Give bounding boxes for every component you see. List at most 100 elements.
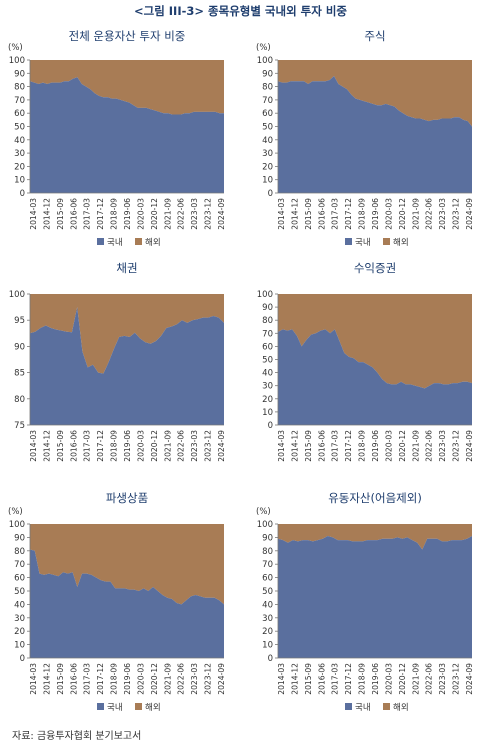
x-tick-label: 2018-09	[358, 198, 367, 230]
x-tick-label: 2023-12	[204, 430, 213, 462]
legend-label: 국내	[355, 238, 371, 248]
x-tick-label: 2015-09	[56, 198, 65, 230]
area-domestic	[30, 307, 224, 425]
x-tick-label: 2023-12	[452, 198, 461, 230]
y-tick-label: 40	[14, 136, 25, 146]
legend-label: 해외	[145, 702, 161, 713]
x-tick-label: 2024-09	[465, 430, 474, 462]
x-tick-label: 2023-12	[204, 663, 213, 695]
y-tick-label: 100	[9, 520, 25, 530]
chart-panel-6: 유동자산(어음제외) (%) 0 10 20 30 40 50 60 70 80 90 100 2014-…	[256, 491, 474, 713]
y-tick-label: 50	[262, 123, 273, 133]
chart-title: 전체 운용자산 투자 비중	[69, 29, 186, 43]
legend-swatch	[345, 703, 352, 710]
x-tick-label: 2020-12	[398, 198, 407, 230]
x-tick-label: 2020-12	[398, 430, 407, 462]
x-tick-label: 2022-06	[177, 430, 186, 462]
y-tick-label: 90	[262, 533, 273, 543]
legend-label: 해외	[145, 237, 161, 248]
x-tick-label: 2024-09	[217, 430, 226, 462]
chart-title: 채권	[116, 261, 137, 275]
x-tick-label: 2015-09	[304, 430, 313, 462]
y-tick-label: 10	[262, 641, 273, 651]
x-tick-label: 2017-12	[344, 663, 353, 695]
x-tick-label: 2022-06	[425, 430, 434, 462]
y-tick-label: 95	[14, 316, 25, 326]
y-tick-label: 60	[262, 574, 273, 584]
x-tick-label: 2023-03	[438, 663, 447, 695]
chart-panel-5: 파생상품 (%) 0 10 20 30 40 50 60 70 80 90 100 2014-03 2014…	[8, 491, 226, 713]
legend-swatch	[97, 238, 104, 245]
x-tick-label: 2015-09	[56, 663, 65, 695]
x-tick-label: 2020-12	[150, 198, 159, 230]
y-tick-label: 50	[14, 123, 25, 133]
legend-label: 해외	[393, 237, 409, 248]
x-tick-label: 2023-03	[438, 430, 447, 462]
x-tick-label: 2022-06	[425, 663, 434, 695]
y-tick-label: 80	[14, 83, 25, 93]
x-tick-label: 2020-03	[384, 430, 393, 462]
y-tick-label: 0	[268, 421, 273, 431]
x-tick-label: 2019-06	[371, 198, 380, 230]
x-tick-label: 2014-12	[42, 430, 51, 462]
x-tick-label: 2020-03	[384, 663, 393, 695]
y-tick-label: 30	[14, 149, 25, 159]
x-tick-label: 2017-12	[96, 198, 105, 230]
legend-swatch	[345, 238, 352, 245]
x-tick-label: 2020-03	[136, 430, 145, 462]
x-tick-label: 2023-12	[204, 198, 213, 230]
area-overseas	[30, 60, 224, 115]
x-tick-label: 2018-09	[110, 430, 119, 462]
x-tick-label: 2020-03	[384, 198, 393, 230]
legend-label: 국내	[355, 703, 371, 713]
y-tick-label: 10	[262, 408, 273, 418]
x-tick-label: 2016-06	[69, 198, 78, 230]
y-tick-label: 20	[14, 162, 25, 172]
x-tick-label: 2018-09	[358, 430, 367, 462]
area-domestic	[30, 77, 224, 193]
y-tick-label: 50	[262, 587, 273, 597]
chart-panel-1: 전체 운용자산 투자 비중 (%) 0 10 20 30 40 50 60 70 80 90 100 20…	[8, 29, 226, 248]
y-tick-label: 70	[262, 560, 273, 570]
x-tick-label: 2017-03	[83, 198, 92, 230]
y-tick-label: 70	[14, 560, 25, 570]
y-tick-label: 60	[14, 574, 25, 584]
x-tick-label: 2023-12	[452, 663, 461, 695]
y-unit-label: (%)	[8, 43, 23, 53]
chart-title: 수익증권	[354, 261, 396, 275]
x-tick-label: 2015-09	[304, 198, 313, 230]
x-tick-label: 2020-12	[150, 430, 159, 462]
y-tick-label: 40	[14, 600, 25, 610]
y-tick-label: 20	[14, 627, 25, 637]
y-tick-label: 30	[262, 149, 273, 159]
x-tick-label: 2021-09	[411, 430, 420, 462]
y-tick-label: 40	[262, 369, 273, 379]
y-tick-label: 20	[262, 627, 273, 637]
x-tick-label: 2017-03	[83, 663, 92, 695]
y-tick-label: 90	[14, 533, 25, 543]
x-tick-label: 2014-12	[42, 198, 51, 230]
y-tick-label: 20	[262, 395, 273, 405]
x-tick-label: 2024-09	[465, 198, 474, 230]
x-tick-label: 2019-06	[123, 198, 132, 230]
x-tick-label: 2015-09	[56, 430, 65, 462]
x-tick-label: 2017-12	[96, 430, 105, 462]
legend-label: 국내	[107, 238, 123, 248]
x-tick-label: 2016-06	[317, 198, 326, 230]
chart-panel-4: 수익증권 0 10 20 30 40 50 60 70 80 90 100 2014-03 2014-12…	[257, 261, 474, 462]
x-tick-label: 2022-06	[425, 198, 434, 230]
legend-label: 해외	[393, 702, 409, 713]
x-tick-label: 2023-03	[190, 198, 199, 230]
y-tick-label: 30	[14, 614, 25, 624]
x-tick-label: 2024-09	[217, 663, 226, 695]
y-tick-label: 85	[14, 369, 25, 379]
y-tick-label: 20	[262, 162, 273, 172]
chart-title: 주식	[364, 29, 385, 43]
chart-panel-2: 주식 (%) 0 10 20 30 40 50 60 70 80 90 100 2014-03 2014-1…	[256, 29, 474, 248]
legend-swatch	[97, 703, 104, 710]
area-domestic	[278, 329, 472, 425]
y-tick-label: 10	[14, 176, 25, 186]
y-unit-label: (%)	[256, 507, 271, 517]
y-tick-label: 90	[14, 69, 25, 79]
